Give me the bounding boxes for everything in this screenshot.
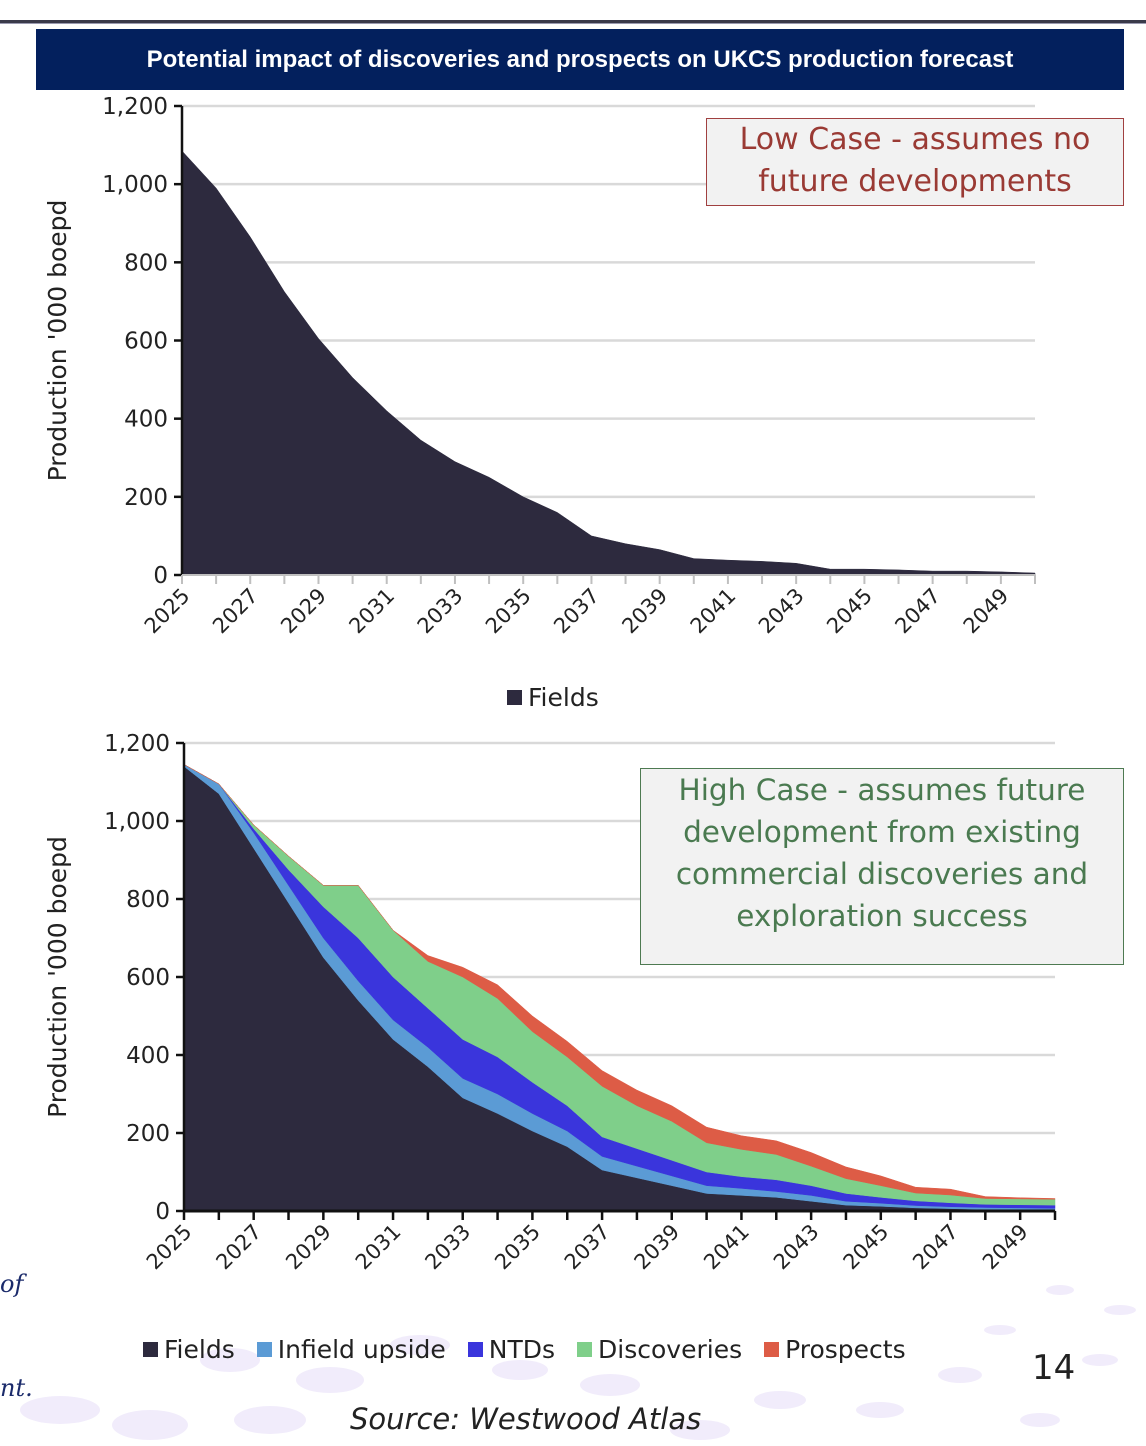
legend-swatch-discoveries xyxy=(577,1342,593,1357)
x-tick-label: 2047 xyxy=(908,1220,963,1275)
x-tick-label: 2039 xyxy=(630,1220,685,1275)
legend-item-infield-upside: Infield upside xyxy=(256,1335,446,1364)
y-tick-label: 0 xyxy=(153,563,168,589)
y-tick-label: 0 xyxy=(155,1199,170,1225)
area-series-prospects xyxy=(183,764,1056,1200)
x-tick-label: 2029 xyxy=(281,1220,336,1275)
high-case-legend: Fields Infield upside NTDs Discoveries P… xyxy=(143,1335,928,1364)
y-tick-label: 800 xyxy=(126,887,170,913)
legend-label: Fields xyxy=(528,683,599,712)
x-tick-label: 2037 xyxy=(560,1220,615,1275)
legend-item-prospects: Prospects xyxy=(764,1335,906,1364)
y-tick-label: 200 xyxy=(124,485,168,511)
x-tick-label: 2043 xyxy=(769,1220,824,1275)
x-tick-label: 2033 xyxy=(420,1220,475,1275)
low-case-legend: Fields xyxy=(507,683,621,712)
page-number: 14 xyxy=(1032,1348,1076,1388)
low-case-note-line: Low Case - assumes no xyxy=(739,122,1091,157)
high-case-note-line: exploration success xyxy=(736,899,1028,933)
legend-item-fields: Fields xyxy=(507,683,599,712)
y-tick-label: 800 xyxy=(124,250,168,276)
low-case-note-line: future developments xyxy=(758,164,1072,199)
x-tick-label: 2045 xyxy=(839,1220,894,1275)
legend-swatch-ntds xyxy=(467,1342,483,1357)
high-case-note: High Case - assumes future development f… xyxy=(640,768,1124,965)
high-case-note-line: High Case - assumes future xyxy=(678,773,1086,807)
x-tick-label: 2049 xyxy=(978,1220,1033,1275)
y-tick-label: 600 xyxy=(124,329,168,355)
legend-label: NTDs xyxy=(488,1335,556,1364)
background-dot-pattern xyxy=(20,1285,1136,1440)
y-tick-label: 400 xyxy=(124,407,168,433)
y-tick-label: 1,200 xyxy=(104,731,170,757)
y-tick-label: 1,000 xyxy=(104,809,170,835)
left-text-fragment: of xyxy=(0,1270,24,1298)
left-text-fragment: nt. xyxy=(0,1374,33,1402)
legend-swatch-fields xyxy=(143,1342,158,1357)
y-tick-label: 1,000 xyxy=(102,172,168,198)
source-caption: Source: Westwood Atlas xyxy=(350,1402,702,1436)
y-axis-title: Production '000 boepd xyxy=(43,200,72,482)
x-tick-label: 2041 xyxy=(699,1220,754,1275)
legend-label: Discoveries xyxy=(598,1335,743,1364)
high-case-note-line: development from existing xyxy=(683,815,1081,849)
legend-label: Infield upside xyxy=(277,1335,446,1364)
legend-item-ntds: NTDs xyxy=(467,1335,556,1364)
top-rule-highlight xyxy=(0,23,1146,24)
x-tick-label: 2025 xyxy=(142,1220,197,1275)
x-tick-label: 2035 xyxy=(490,1220,545,1275)
y-tick-label: 200 xyxy=(126,1121,170,1147)
legend-label: Prospects xyxy=(785,1335,906,1364)
legend-swatch-prospects xyxy=(764,1342,780,1357)
x-tick-label: 2027 xyxy=(211,1220,266,1275)
legend-swatch-infield-upside xyxy=(256,1342,272,1357)
chart-title-bar: Potential impact of discoveries and pros… xyxy=(36,29,1124,90)
y-tick-label: 400 xyxy=(126,1043,170,1069)
y-tick-label: 600 xyxy=(126,965,170,991)
high-case-chart: 0 200 400 600 800 1,000 1,200 2025 2027 2029 2031 2… xyxy=(43,731,1057,1275)
x-tick-label: 2031 xyxy=(351,1220,406,1275)
legend-item-fields: Fields xyxy=(143,1335,235,1364)
top-rule xyxy=(0,20,1146,23)
low-case-note: Low Case - assumes no future development… xyxy=(706,118,1124,206)
legend-item-discoveries: Discoveries xyxy=(577,1335,742,1364)
chart-title: Potential impact of discoveries and pros… xyxy=(146,45,1014,73)
y-tick-label: 1,200 xyxy=(102,94,168,120)
high-case-note-line: commercial discoveries and xyxy=(675,857,1089,891)
legend-swatch-fields xyxy=(507,690,522,705)
legend-label: Fields xyxy=(164,1335,235,1364)
y-axis-title: Production '000 boepd xyxy=(43,836,72,1118)
